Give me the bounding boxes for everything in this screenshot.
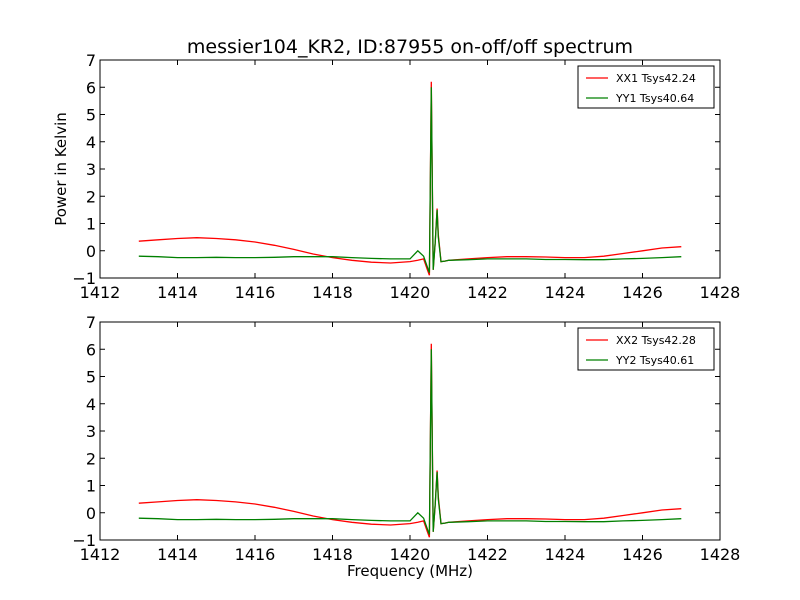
x-axis-label: Frequency (MHz) xyxy=(347,562,473,580)
y-tick-label: 5 xyxy=(86,368,96,387)
y-tick-label: 7 xyxy=(86,51,96,70)
series-line-yy2 xyxy=(138,349,682,535)
x-tick-label: 1424 xyxy=(545,545,586,564)
x-tick-label: 1428 xyxy=(700,545,741,564)
y-tick-label: 2 xyxy=(86,449,96,468)
y-tick-label: 1 xyxy=(86,215,96,234)
y-tick-label: 5 xyxy=(86,106,96,125)
legend-label: XX1 Tsys42.24 xyxy=(616,72,696,85)
legend-label: YY2 Tsys40.61 xyxy=(615,354,694,367)
x-tick-label: 1418 xyxy=(312,545,353,564)
x-tick-label: 1422 xyxy=(467,545,508,564)
x-tick-label: 1412 xyxy=(80,545,121,564)
legend: XX1 Tsys42.24 YY1 Tsys40.64 xyxy=(577,65,715,109)
legend: XX2 Tsys42.28 YY2 Tsys40.61 xyxy=(577,327,715,371)
y-tick-label: 3 xyxy=(86,160,96,179)
series-lines xyxy=(138,343,682,538)
y-axis-label: Power in Kelvin xyxy=(52,112,70,226)
y-tick-label: 4 xyxy=(86,133,96,152)
top-spectrum-panel: 1412 1414 1416 1418 1420 1422 1424 1426 1428−101… xyxy=(72,51,740,302)
chart-title: messier104_KR2, ID:87955 on-off/off spec… xyxy=(187,36,633,58)
x-tick-label: 1412 xyxy=(80,283,121,302)
y-tick-label: 6 xyxy=(86,78,96,97)
x-tick-label: 1416 xyxy=(235,545,276,564)
x-tick-label: 1426 xyxy=(622,283,663,302)
y-tick-label: −1 xyxy=(72,531,96,550)
series-lines xyxy=(138,81,682,276)
x-tick-label: 1426 xyxy=(622,545,663,564)
x-tick-label: 1422 xyxy=(467,283,508,302)
y-tick-label: 3 xyxy=(86,422,96,441)
legend-label: YY1 Tsys40.64 xyxy=(615,92,694,105)
y-tick-label: −1 xyxy=(72,269,96,288)
y-tick-label: 2 xyxy=(86,187,96,206)
y-tick-label: 0 xyxy=(86,504,96,523)
y-tick-label: 1 xyxy=(86,477,96,496)
x-tick-label: 1414 xyxy=(157,283,198,302)
bottom-spectrum-panel: 1412 1414 1416 1418 1420 1422 1424 1426 1428−101… xyxy=(72,313,740,564)
legend-box xyxy=(577,65,715,109)
legend-box xyxy=(577,327,715,371)
x-tick-label: 1414 xyxy=(157,545,198,564)
x-tick-label: 1420 xyxy=(390,545,431,564)
y-tick-label: 0 xyxy=(86,242,96,261)
series-line-xx1 xyxy=(138,81,682,276)
x-tick-label: 1420 xyxy=(390,283,431,302)
x-tick-label: 1424 xyxy=(545,283,586,302)
y-tick-label: 6 xyxy=(86,340,96,359)
x-tick-label: 1418 xyxy=(312,283,353,302)
y-tick-label: 7 xyxy=(86,313,96,332)
legend-label: XX2 Tsys42.28 xyxy=(616,334,696,347)
series-line-xx2 xyxy=(138,343,682,538)
series-line-yy1 xyxy=(138,87,682,273)
x-tick-label: 1428 xyxy=(700,283,741,302)
y-tick-label: 4 xyxy=(86,395,96,414)
x-tick-label: 1416 xyxy=(235,283,276,302)
